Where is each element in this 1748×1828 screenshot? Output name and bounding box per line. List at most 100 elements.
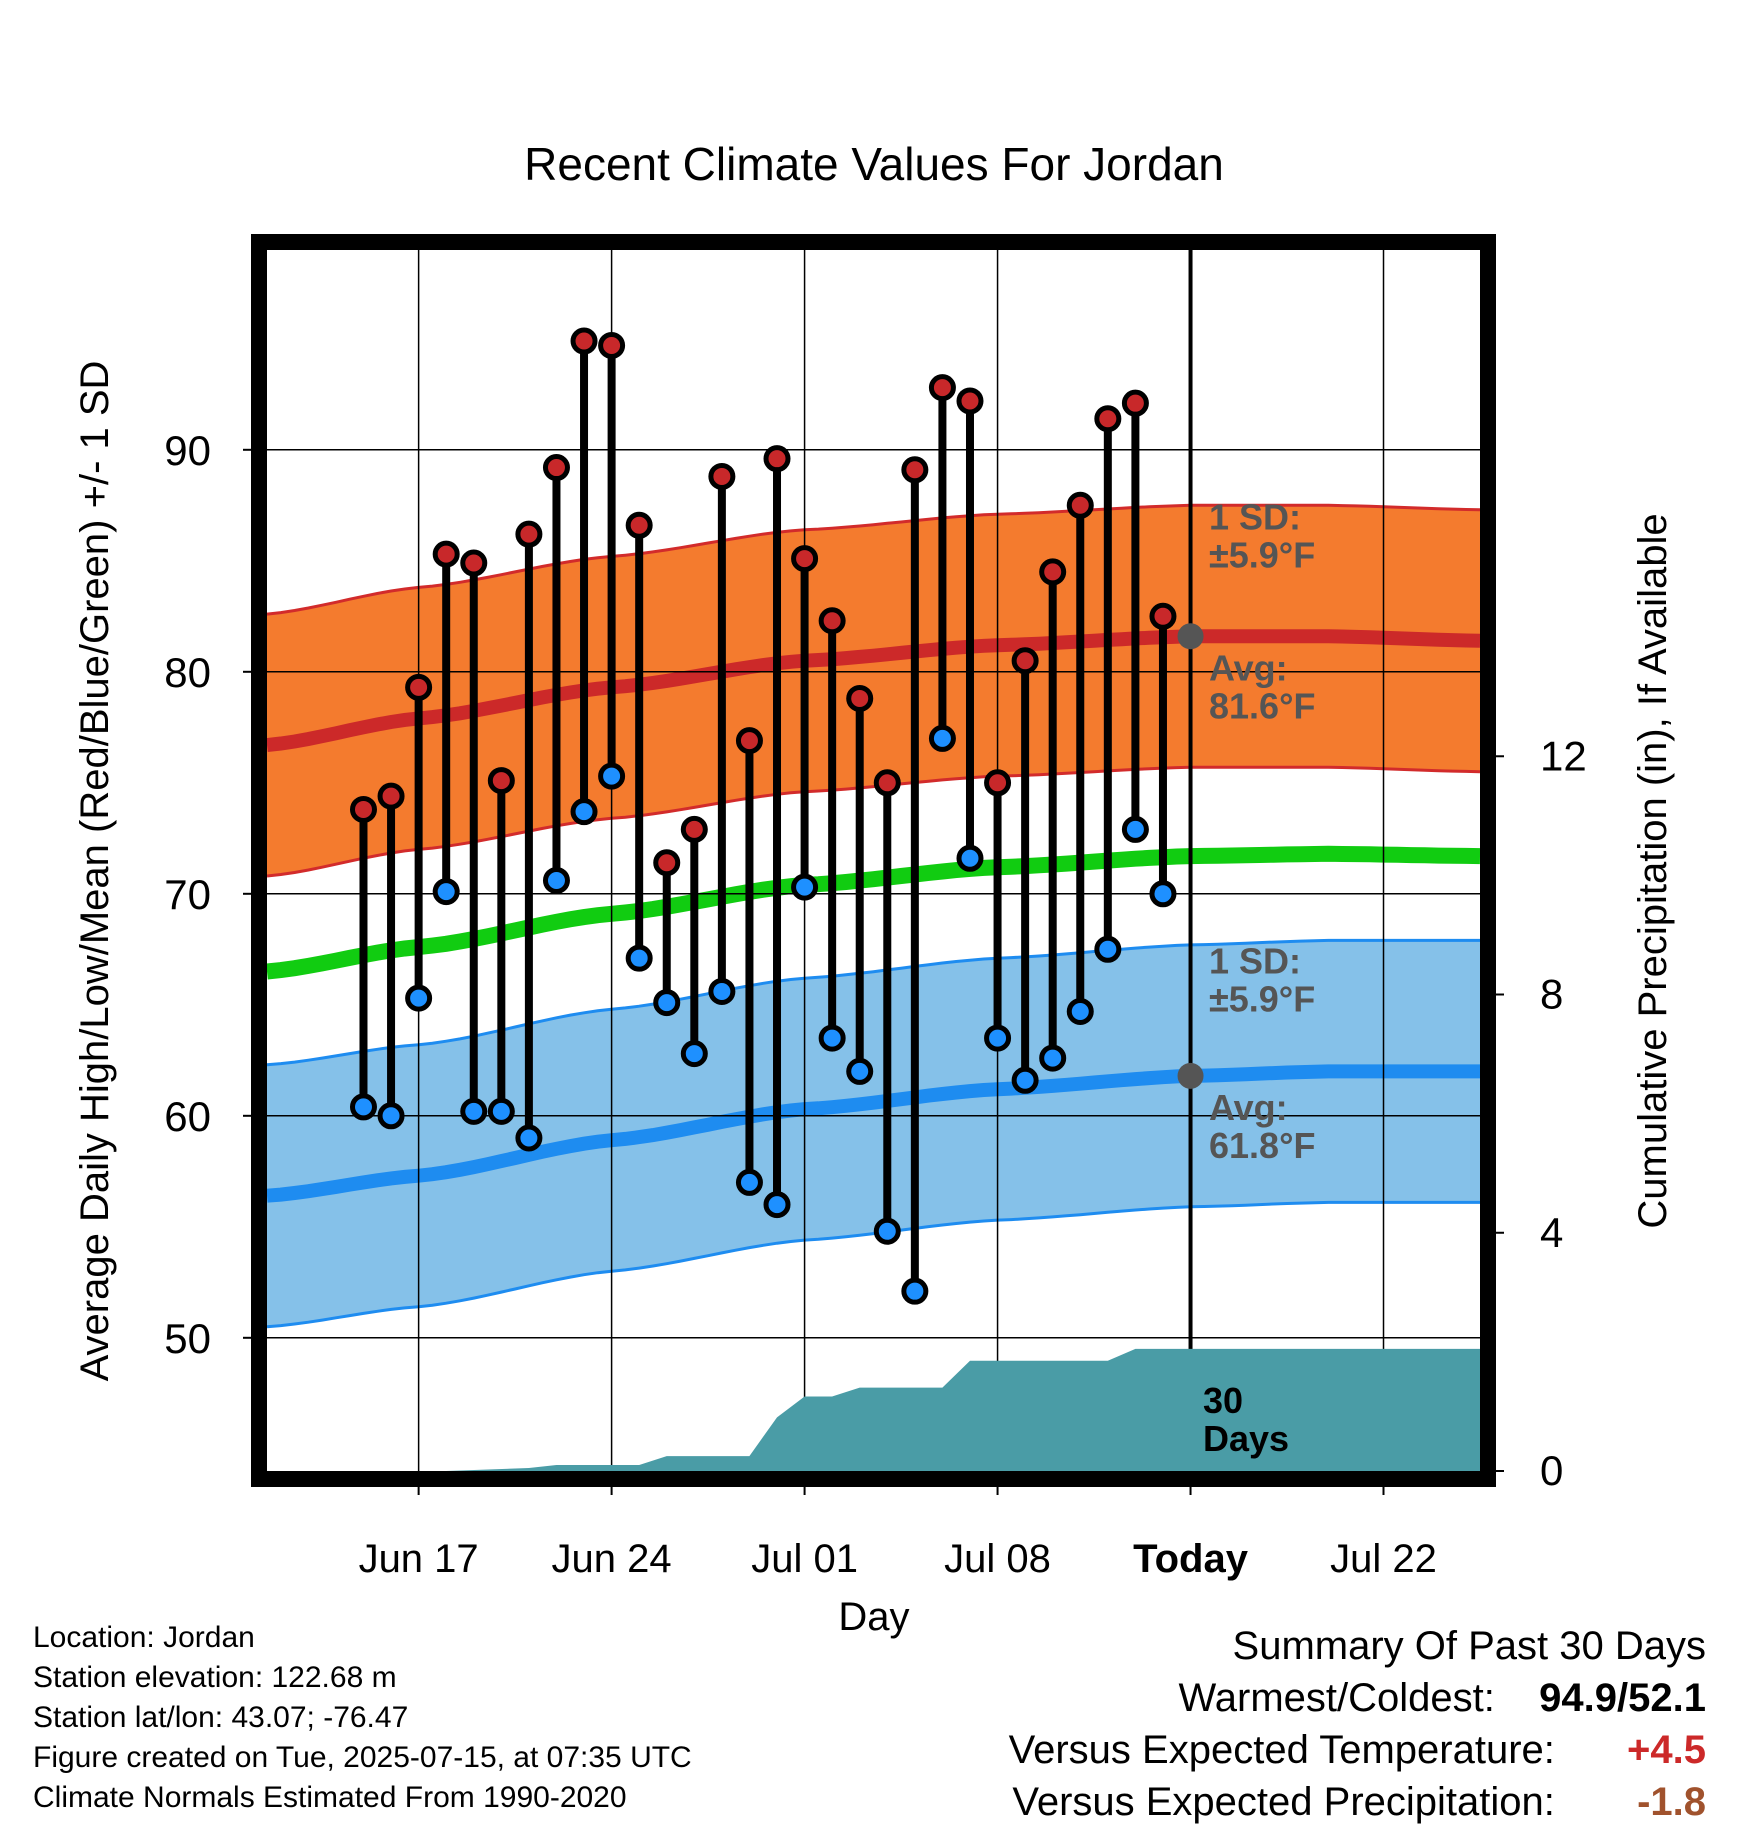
high-point [818, 607, 846, 635]
x-tick-label: Jun 24 [552, 1537, 672, 1581]
daily-range-stems [359, 341, 1167, 1292]
high-point [1149, 602, 1177, 630]
high-point [1039, 558, 1067, 586]
high-point [460, 549, 488, 577]
normals-text: Climate Normals Estimated From 1990-2020 [33, 1781, 627, 1814]
low-point [984, 1024, 1012, 1052]
high-point [1094, 405, 1122, 433]
low-point [763, 1191, 791, 1219]
y2-tick-label: 0 [1540, 1447, 1563, 1494]
low-point [735, 1168, 763, 1196]
low-normal-line [266, 1064, 1480, 1203]
high-point [956, 387, 984, 415]
warmest-coldest-label: Warmest/Coldest: [1178, 1676, 1495, 1720]
low-point [460, 1097, 488, 1125]
y2-axis-label: Cumulative Precipitation (in), If Availa… [1631, 513, 1675, 1228]
station-info: Location: Jordan Station elevation: 122.… [33, 1618, 692, 1818]
high-point [653, 849, 681, 877]
low-avg-annotation: Avg: 61.8°F [1209, 1087, 1315, 1166]
low-point [625, 944, 653, 972]
temp-anomaly-label: Versus Expected Temperature: [1008, 1728, 1555, 1772]
low-point [432, 878, 460, 906]
low-point [653, 989, 681, 1017]
low-point [901, 1277, 929, 1305]
high-point [1011, 647, 1039, 675]
elevation-text: Station elevation: 122.68 m [33, 1661, 397, 1694]
y-tick-label: 90 [164, 427, 211, 474]
low-point [1121, 815, 1149, 843]
x-tick-label: Jul 22 [1330, 1537, 1437, 1581]
high-point [680, 815, 708, 843]
low-point [570, 798, 598, 826]
plot-frame [251, 234, 1496, 1487]
x-tick-label: Today [1133, 1537, 1249, 1581]
location-text: Location: Jordan [33, 1621, 255, 1654]
latlon-text: Station lat/lon: 43.07; -76.47 [33, 1701, 409, 1734]
y-tick-label: 50 [164, 1315, 211, 1362]
low-point [1066, 997, 1094, 1025]
x-tick-label: Jun 17 [359, 1537, 479, 1581]
high-point [984, 769, 1012, 797]
y-tick-label: 80 [164, 649, 211, 696]
x-tick-label: Jul 01 [751, 1537, 858, 1581]
high-band-upper-edge [266, 503, 1481, 616]
high-point [1066, 491, 1094, 519]
axis-labels: Recent Climate Values For Jordan Day Ave… [73, 138, 1675, 1639]
high-point [708, 462, 736, 490]
window-annotation: 30 Days [1203, 1380, 1289, 1459]
low-point [846, 1057, 874, 1085]
high-point [377, 782, 405, 810]
low-point [928, 724, 956, 752]
low-band-lower-edge [266, 1200, 1480, 1329]
high-point [1121, 389, 1149, 417]
high-point [625, 511, 653, 539]
x-axis-label: Day [838, 1595, 909, 1639]
low-point [818, 1024, 846, 1052]
high-normal-line [266, 629, 1481, 753]
high-point [928, 374, 956, 402]
low-point [680, 1040, 708, 1068]
high-avg-marker [1177, 623, 1204, 650]
created-text: Figure created on Tue, 2025-07-15, at 07… [33, 1741, 692, 1774]
summary-panel: Summary Of Past 30 Days Warmest/Coldest:… [1009, 1620, 1706, 1828]
high-point [873, 769, 901, 797]
summary-temp-anomaly: Versus Expected Temperature: +4.5 [1009, 1724, 1706, 1776]
low-point [1094, 935, 1122, 963]
high-point [349, 795, 377, 823]
temp-anomaly-value: +4.5 [1627, 1728, 1706, 1772]
annotations: 1 SD: ±5.9°F Avg: 81.6°F 1 SD: ±5.9°F Avg: 61.8… [1203, 497, 1315, 1459]
summary-precip-anomaly: Versus Expected Precipitation: -1.8 [1009, 1776, 1706, 1828]
high-point [735, 727, 763, 755]
high-point [515, 520, 543, 548]
low-point [956, 844, 984, 872]
high-point [432, 540, 460, 568]
low-point [349, 1093, 377, 1121]
high-point [542, 454, 570, 482]
precipitation-area-group [363, 1348, 1480, 1471]
chart-title: Recent Climate Values For Jordan [524, 138, 1224, 190]
high-band-lower-edge [266, 765, 1481, 878]
daily-points [349, 327, 1204, 1305]
low-point [487, 1097, 515, 1125]
high-point [598, 331, 626, 359]
y2-tick-label: 12 [1540, 732, 1587, 779]
y-axis-label: Average Daily High/Low/Mean (Red/Blue/Gr… [73, 361, 117, 1382]
low-band-upper-edge [266, 938, 1480, 1067]
precip-anomaly-value: -1.8 [1637, 1780, 1706, 1824]
high-avg-annotation: Avg: 81.6°F [1209, 648, 1315, 727]
low-point [377, 1102, 405, 1130]
y2-tick-label: 8 [1540, 971, 1563, 1018]
high-point [487, 767, 515, 795]
high-point [405, 673, 433, 701]
low-point [708, 977, 736, 1005]
high-point [570, 327, 598, 355]
high-point [846, 684, 874, 712]
low-point [542, 866, 570, 894]
mean-normal-line [266, 845, 1481, 980]
high-point [763, 445, 791, 473]
warmest-coldest-value: 94.9/52.1 [1539, 1676, 1706, 1720]
normal-bands [266, 503, 1481, 1329]
y-tick-label: 70 [164, 871, 211, 918]
summary-warmest-coldest: Warmest/Coldest: 94.9/52.1 [1009, 1672, 1707, 1724]
